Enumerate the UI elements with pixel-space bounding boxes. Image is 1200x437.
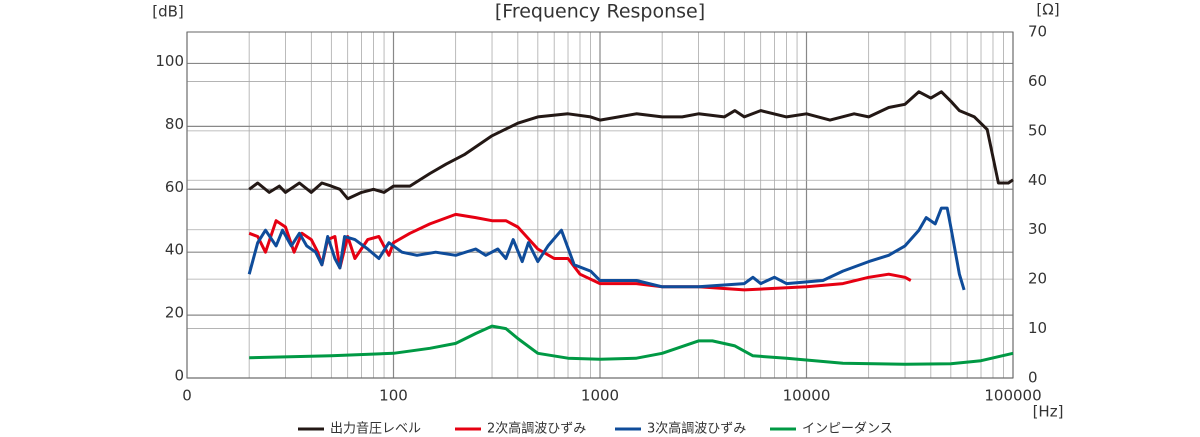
y2-axis-label: [Ω] bbox=[1036, 1, 1059, 19]
y-tick-label: 0 bbox=[174, 367, 184, 385]
y-tick-label: 40 bbox=[165, 241, 184, 259]
x-tick-label: 0 bbox=[182, 387, 192, 405]
grid bbox=[186, 31, 1014, 379]
series-line bbox=[247, 206, 966, 291]
chart-title: [Frequency Response] bbox=[495, 1, 705, 23]
y2-tick-label: 30 bbox=[1028, 220, 1047, 238]
series-line bbox=[248, 212, 912, 292]
y-tick-label: 80 bbox=[165, 115, 184, 133]
series-line bbox=[249, 324, 1014, 366]
plot-frame bbox=[186, 31, 1014, 379]
y-axis-label: [dB] bbox=[152, 3, 184, 21]
y2-tick-label: 10 bbox=[1028, 319, 1047, 337]
lines bbox=[247, 90, 1014, 366]
y-tick-label: 20 bbox=[165, 304, 184, 322]
y2-tick-label: 70 bbox=[1028, 23, 1047, 41]
y-tick-label: 60 bbox=[165, 178, 184, 196]
series-line bbox=[248, 90, 1014, 201]
y2-tick-label: 0 bbox=[1028, 369, 1038, 387]
x-tick-label: 1000 bbox=[581, 387, 619, 405]
legend-label: インピーダンス bbox=[802, 422, 893, 437]
x-tick-label: 100000 bbox=[984, 387, 1041, 405]
y2-tick-label: 20 bbox=[1028, 270, 1047, 288]
x-tick-label: 10000 bbox=[783, 387, 831, 405]
legend-label: 出力音圧レベル bbox=[330, 421, 421, 437]
x-tick-label: 100 bbox=[379, 387, 408, 405]
legend-label: 3次高調波ひずみ bbox=[647, 421, 746, 437]
legend-label: 2次高調波ひずみ bbox=[487, 421, 586, 437]
y2-tick-label: 50 bbox=[1028, 121, 1047, 139]
x-axis-label: [Hz] bbox=[1033, 403, 1064, 421]
y-tick-label: 100 bbox=[155, 52, 184, 70]
legend: 出力音圧レベル 2次高調波ひずみ 3次高調波ひずみ インピーダンス bbox=[298, 421, 893, 437]
y2-tick-label: 40 bbox=[1028, 171, 1047, 189]
y2-tick-label: 60 bbox=[1028, 72, 1047, 90]
